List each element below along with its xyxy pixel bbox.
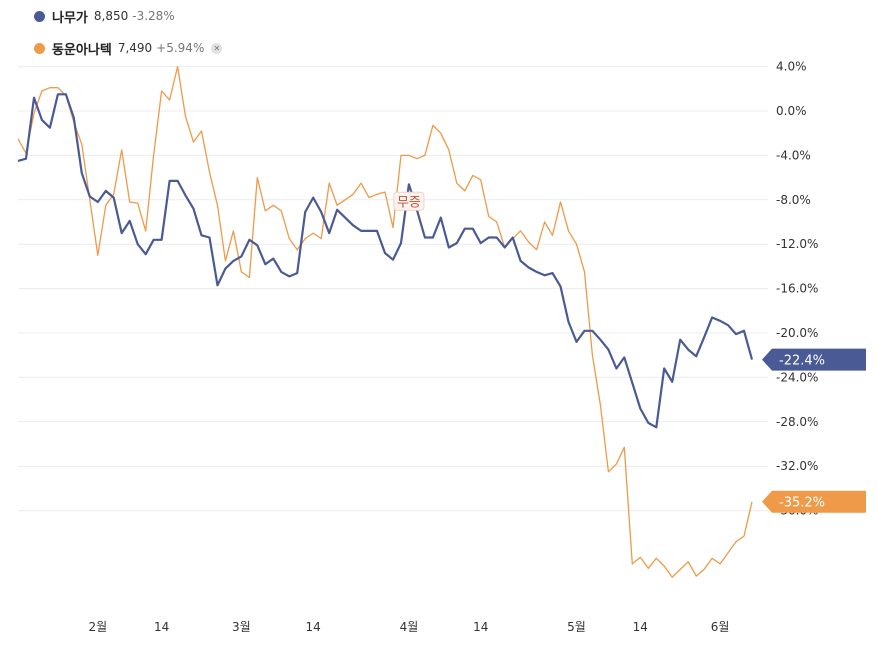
y-tick-label: -8.0% (776, 193, 811, 207)
x-tick-label: 3월 (232, 620, 251, 634)
y-tick-label: -20.0% (776, 326, 818, 340)
x-tick-label: 14 (306, 620, 321, 634)
y-axis-ticks: 4.0% 0.0% -4.0% -8.0% -12.0% -16.0% -20.0% -24.… (776, 60, 818, 518)
series-line-동운아나텍 (17, 65, 753, 578)
x-tick-label: 2월 (88, 620, 107, 634)
x-tick-label: 14 (633, 620, 648, 634)
x-tick-label: 6월 (711, 620, 730, 634)
end-label-text: -35.2% (779, 496, 825, 511)
x-tick-label: 4월 (400, 620, 419, 634)
series-color-dot (34, 42, 45, 54)
y-tick-label: 4.0% (776, 60, 807, 74)
legend-series-change: -3.28% (132, 9, 175, 23)
series-color-dot (34, 10, 45, 22)
legend-series-price: 8,850 (93, 9, 129, 23)
annotation-label: 무증 (397, 195, 421, 210)
legend-series-name: 동운아나텍 (52, 42, 112, 58)
legend-series-price: 7,490 (117, 41, 153, 55)
gridlines (18, 66, 768, 512)
y-tick-label: 0.0% (776, 104, 807, 118)
y-tick-label: -12.0% (776, 237, 818, 251)
annotations: 무증 (393, 191, 425, 211)
end-label-tag (762, 490, 866, 513)
series-line-나무가 (17, 93, 754, 429)
end-value-labels: -22.4% -35.2% (762, 348, 866, 513)
x-tick-label: 14 (154, 620, 169, 634)
legend-series-name: 나무가 (52, 10, 88, 26)
series-lines (17, 65, 754, 578)
y-tick-label: -24.0% (776, 370, 818, 384)
x-tick-label: 14 (473, 620, 488, 634)
x-axis-ticks: 2월 14 3월 14 4월 14 5월 14 6월 (88, 620, 729, 634)
y-tick-label: -28.0% (776, 415, 818, 429)
end-label-동운아나텍: -35.2% (762, 490, 866, 513)
y-tick-label: -4.0% (776, 148, 811, 162)
close-icon[interactable]: ✕ (211, 42, 223, 54)
legend-item[interactable]: 나무가 8,850 -3.28% (34, 6, 222, 26)
x-tick-label: 5월 (567, 620, 586, 634)
chart-legend: 나무가 8,850 -3.28% 동운아나텍 7,490 +5.94% ✕ (34, 6, 223, 70)
y-tick-label: -16.0% (776, 282, 818, 296)
annotation-badge (393, 191, 425, 211)
y-tick-label: -32.0% (776, 459, 818, 473)
legend-series-change: +5.94% (156, 41, 205, 55)
end-label-tag (762, 348, 866, 371)
legend-item[interactable]: 동운아나텍 7,490 +5.94% ✕ (34, 38, 223, 58)
end-label-text: -22.4% (779, 354, 825, 369)
end-label-나무가: -22.4% (762, 348, 866, 371)
